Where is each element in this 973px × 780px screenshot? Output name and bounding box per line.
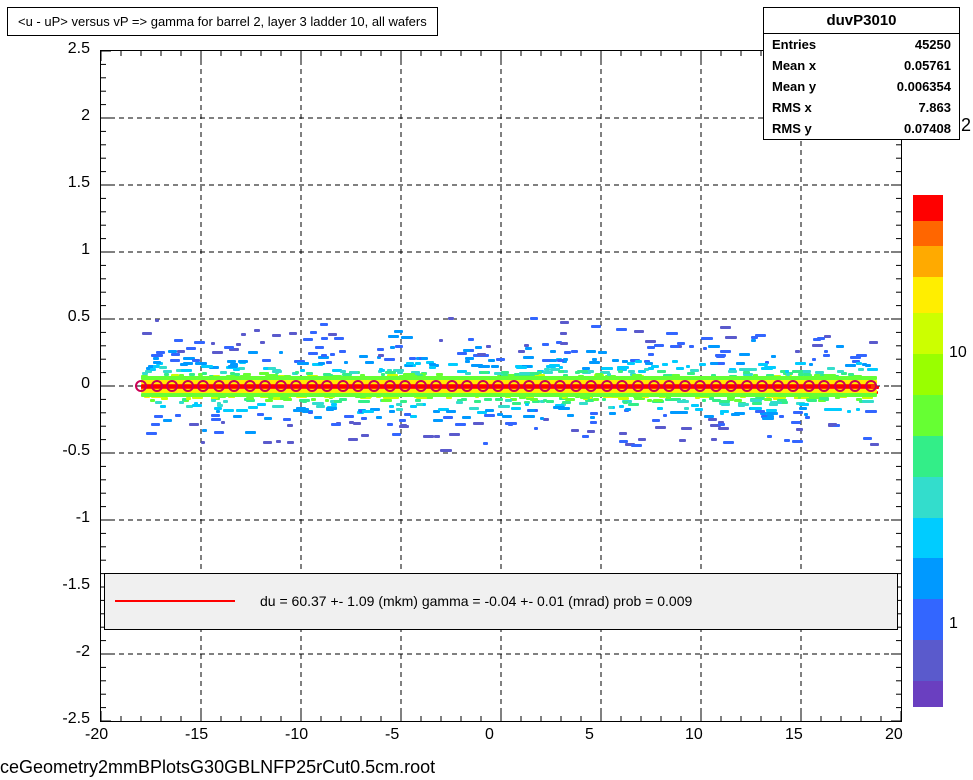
- y-tick-label: -1: [76, 509, 90, 527]
- overflow-char: 2: [961, 115, 971, 136]
- stats-rmsy-val: 0.07408: [904, 121, 951, 136]
- stats-row-rmsy: RMS y 0.07408: [764, 118, 959, 139]
- stats-box: duvP3010 Entries 45250 Mean x 0.05761 Me…: [763, 7, 960, 140]
- stats-row-meanx: Mean x 0.05761: [764, 55, 959, 76]
- y-tick-label: 2.5: [68, 40, 90, 58]
- plot-area: du = 60.37 +- 1.09 (mkm) gamma = -0.04 +…: [100, 50, 902, 722]
- colorbar-label: 1: [949, 615, 958, 633]
- stats-entries-val: 45250: [915, 37, 951, 52]
- stats-rmsx-val: 7.863: [918, 100, 951, 115]
- y-tick-label: -0.5: [62, 442, 90, 460]
- x-tick-label: -20: [85, 726, 108, 744]
- stats-name: duvP3010: [764, 8, 959, 34]
- y-tick-label: -2: [76, 643, 90, 661]
- title-box: <u - uP> versus vP => gamma for barrel 2…: [7, 7, 438, 36]
- y-tick-label: 0.5: [68, 308, 90, 326]
- colorbar-label: 10: [949, 344, 967, 362]
- stats-meanx-val: 0.05761: [904, 58, 951, 73]
- x-tick-label: -10: [285, 726, 308, 744]
- x-tick-label: 15: [785, 726, 803, 744]
- x-tick-label: 10: [685, 726, 703, 744]
- x-tick-label: 5: [585, 726, 594, 744]
- y-tick-label: -1.5: [62, 576, 90, 594]
- stats-meany-label: Mean y: [772, 79, 816, 94]
- legend-text: du = 60.37 +- 1.09 (mkm) gamma = -0.04 +…: [260, 593, 692, 609]
- y-tick-label: -2.5: [62, 710, 90, 728]
- x-tick-label: 0: [485, 726, 494, 744]
- y-tick-label: 1: [81, 241, 90, 259]
- stats-entries-label: Entries: [772, 37, 816, 52]
- stats-row-meany: Mean y 0.006354: [764, 76, 959, 97]
- y-tick-label: 2: [81, 107, 90, 125]
- x-tick-label: -15: [185, 726, 208, 744]
- stats-row-rmsx: RMS x 7.863: [764, 97, 959, 118]
- x-tick-label: 20: [885, 726, 903, 744]
- legend-box: du = 60.37 +- 1.09 (mkm) gamma = -0.04 +…: [104, 573, 898, 630]
- y-tick-label: 0: [81, 375, 90, 393]
- stats-rmsx-label: RMS x: [772, 100, 812, 115]
- colorbar: [913, 195, 943, 707]
- stats-meany-val: 0.006354: [897, 79, 951, 94]
- y-tick-label: 1.5: [68, 174, 90, 192]
- stats-row-entries: Entries 45250: [764, 34, 959, 55]
- stats-meanx-label: Mean x: [772, 58, 816, 73]
- bottom-filename: ceGeometry2mmBPlotsG30GBLNFP25rCut0.5cm.…: [0, 757, 435, 778]
- legend-line-sample: [115, 600, 235, 602]
- stats-rmsy-label: RMS y: [772, 121, 812, 136]
- plot-title: <u - uP> versus vP => gamma for barrel 2…: [18, 14, 427, 29]
- x-tick-label: -5: [385, 726, 399, 744]
